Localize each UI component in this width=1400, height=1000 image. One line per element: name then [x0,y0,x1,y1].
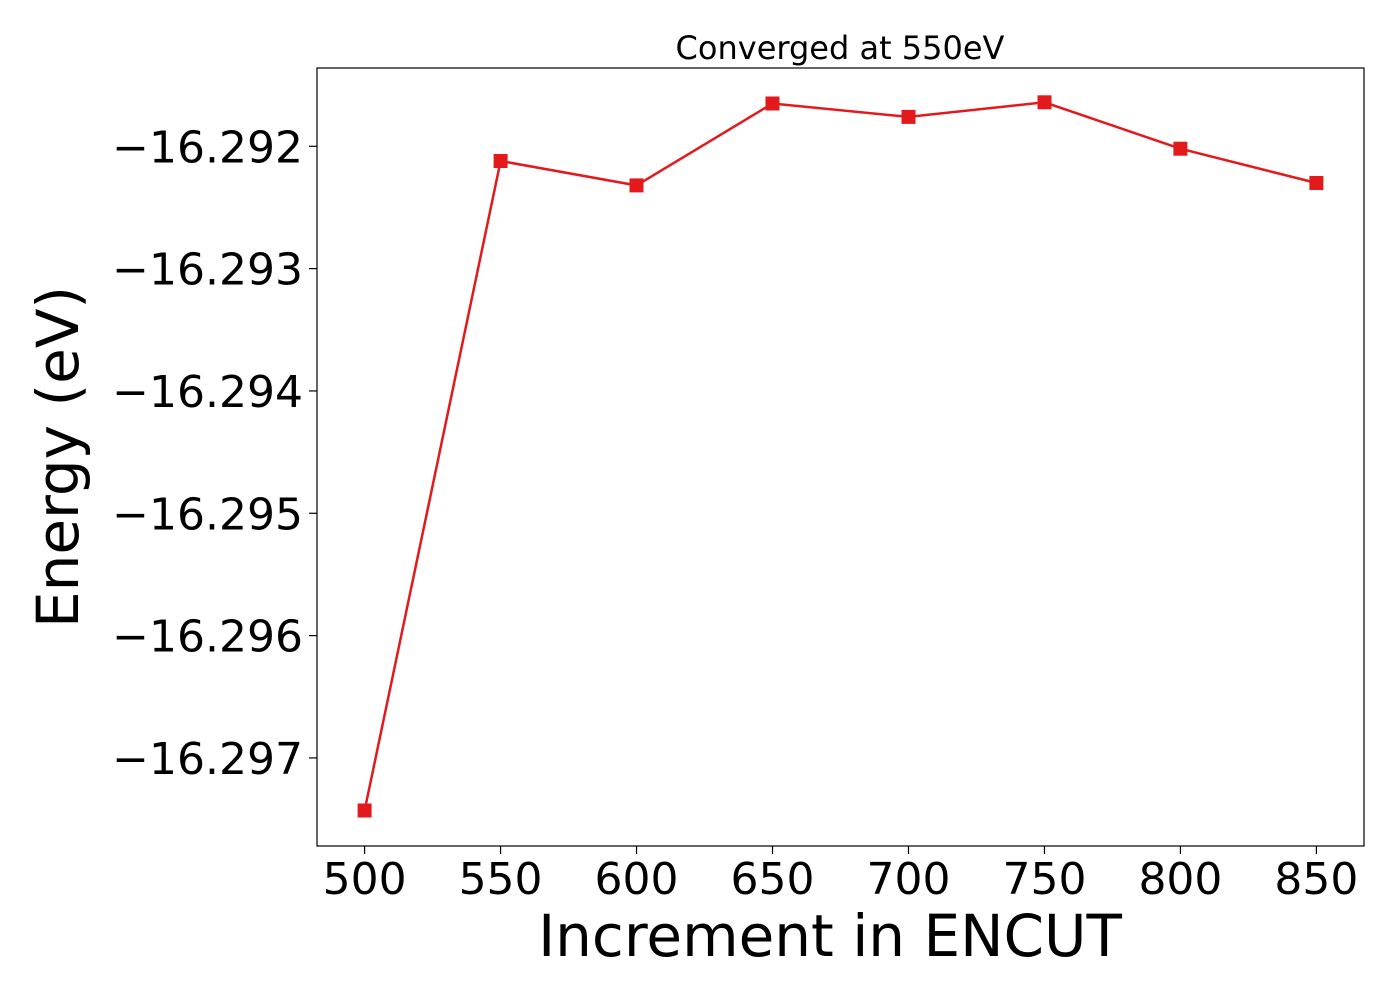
chart-title: Converged at 550eV [676,29,1005,67]
x-tick-label: 700 [866,854,950,905]
y-axis-ticks: −16.297 −16.296 −16.295 −16.294 −16.293 −16.2… [112,122,317,785]
y-tick-label: −16.296 [112,612,303,663]
x-axis-label: Increment in ENCUT [538,902,1122,970]
y-tick-label: −16.294 [112,367,303,418]
series-line [363,101,1317,811]
data-point-marker [629,178,644,193]
x-tick-label: 850 [1274,854,1358,905]
x-tick-label: 550 [459,854,543,905]
x-tick-label: 750 [1002,854,1086,905]
x-tick-label: 500 [323,854,407,905]
x-tick-label: 600 [595,854,679,905]
x-axis-ticks: 500 550 600 650 700 750 800 850 [323,846,1358,905]
y-tick-label: −16.292 [112,122,303,173]
data-point-marker [357,803,372,818]
y-tick-label: −16.293 [112,245,303,296]
data-point-marker [765,96,780,111]
data-point-marker [1037,95,1052,110]
plot-frame [316,67,1365,847]
data-point-marker [1309,176,1324,190]
data-point-marker [493,154,508,168]
x-tick-label: 800 [1138,854,1222,905]
y-tick-label: −16.297 [112,734,303,785]
data-point-marker [901,109,916,124]
y-tick-label: −16.295 [112,489,303,540]
data-point-marker [1173,141,1188,156]
x-tick-label: 650 [731,854,815,905]
series-markers [357,95,1324,818]
y-axis-label: Energy (eV) [24,286,92,628]
